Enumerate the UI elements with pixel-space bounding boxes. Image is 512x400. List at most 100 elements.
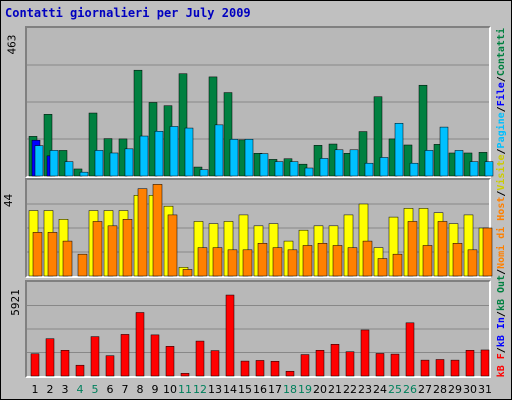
pagine-bar [349,149,359,177]
legend-sep-1: / [496,347,507,354]
kbf-bar [225,294,235,377]
pagine-bar [454,150,464,177]
kbf-bar [210,350,220,377]
right-legend: kB F/kB In/kB Out/Nomi di Host/Visite/Pa… [494,28,510,378]
x-tick-label: 19 [298,383,312,396]
x-tick-label: 13 [208,383,222,396]
x-tick-label: 28 [433,383,447,396]
x-tick-label: 26 [403,383,417,396]
pagine-bar [289,161,299,177]
host-bar [302,245,313,277]
kbf-bar [240,360,250,377]
host-bar [212,247,223,277]
x-tick-label: 21 [328,383,342,396]
pagine-bar [274,161,284,177]
legend-file: File [496,82,507,107]
pagine-bar [394,123,404,177]
kbf-bar [285,370,295,377]
kbf-bar [270,360,280,377]
legend-sep-6: / [496,106,507,113]
legend-sep-7: / [496,76,507,83]
pagine-bar [184,127,194,177]
x-tick-label: 14 [223,383,237,396]
pagine-bar [79,171,89,177]
pagine-bar [304,167,314,177]
host-bar [137,188,148,277]
host-bar [62,240,73,277]
x-tick-label: 4 [77,383,84,396]
host-bar [467,249,478,277]
contatti-bar [358,131,368,177]
kbf-bar [480,349,490,377]
kbf-bar [150,334,160,377]
kbf-bar [465,350,475,377]
x-tick-label: 6 [107,383,114,396]
kbf-bar [255,360,265,377]
pagine-bar [334,149,344,177]
host-bar [392,253,403,277]
x-tick-label: 8 [137,383,144,396]
host-bar [197,247,208,277]
legend-visite: Visite [496,154,507,191]
kbf-bar [195,340,205,377]
legend-sep-2: / [496,311,507,318]
host-bar [317,243,328,277]
pagine-bar [49,150,59,177]
x-tick-label: 30 [463,383,477,396]
x-tick-label: 16 [253,383,267,396]
kbf-bar [405,322,415,377]
x-tick-label: 18 [283,383,297,396]
host-bar [152,184,163,277]
contatti-bar [178,73,188,177]
host-bar [347,247,358,277]
host-bar [257,243,268,277]
x-tick-label: 3 [62,383,69,396]
pagine-bar [94,150,104,177]
kbf-bar [450,359,460,377]
host-bar [437,221,448,277]
x-tick-label: 25 [388,383,402,396]
kbf-bar [135,312,145,377]
kbf-bar [420,359,430,377]
kbf-bar [360,329,370,377]
kbf-bar [165,346,175,377]
pagine-bar [259,153,269,177]
legend-contatti: Contatti [496,28,507,77]
x-tick-label: 29 [448,383,462,396]
pagine-bar [109,152,119,177]
pagine-bar [154,130,164,177]
x-tick-label: 22 [343,383,357,396]
kbf-bar [315,350,325,377]
pagine-bar [469,161,479,177]
legend-sep-5: / [496,148,507,155]
x-tick-label: 31 [478,383,492,396]
x-tick-label: 10 [163,383,177,396]
kbf-bar [30,353,40,377]
host-bar [92,221,103,277]
pagine-bar [439,126,449,177]
kbf-bar [90,336,100,377]
pagine-bar [214,124,224,177]
pagine-bar [244,138,254,177]
kbf-bar [330,343,340,377]
host-bar [77,253,88,277]
legend-kbf: kB F [496,353,507,378]
contatti-bar [223,92,233,177]
contatti-bar [88,112,98,177]
x-tick-label: 17 [268,383,282,396]
legend-sep-3: / [496,268,507,275]
pagine-bar [319,158,329,177]
pagine-bar [229,138,239,177]
pagine-bar [424,150,434,177]
pagine-bar [139,135,149,177]
kbf-bar [375,353,385,377]
x-tick-label: 24 [373,383,387,396]
kbf-bar [75,364,85,377]
host-bar [182,269,193,277]
kbf-bar [345,351,355,377]
host-bar [122,219,133,277]
kbf-bar [120,334,130,377]
x-tick-label: 2 [47,383,54,396]
contatti-bar [133,69,143,177]
